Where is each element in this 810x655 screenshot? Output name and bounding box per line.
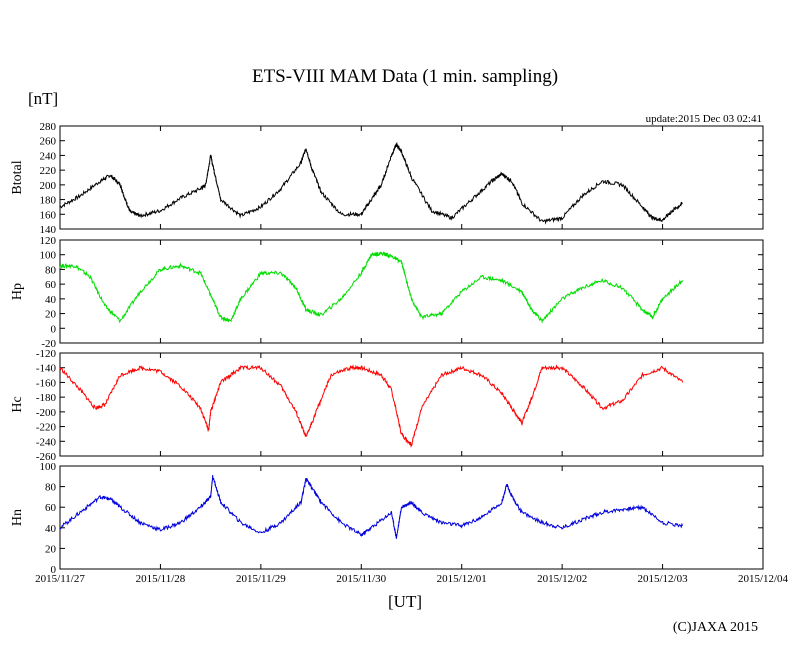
x-tick-label: 2015/11/27: [35, 573, 85, 585]
x-tick-label: 2015/12/03: [638, 573, 689, 585]
y-tick-label: -200: [36, 407, 57, 419]
y-tick-label: 100: [40, 461, 57, 473]
y-tick-label: 0: [51, 564, 57, 576]
y-tick-label: 20: [45, 543, 57, 555]
y-tick-label: 0: [51, 323, 57, 335]
x-tick-label: 2015/11/30: [336, 573, 386, 585]
y-tick-label: 40: [45, 294, 57, 306]
y-tick-label: -160: [36, 377, 57, 389]
y-tick-label: 180: [40, 195, 57, 207]
y-tick-label: 40: [45, 523, 57, 535]
x-tick-label: 2015/12/04: [738, 573, 789, 585]
y-tick-label: 160: [40, 209, 57, 221]
panel-label-hc: Hc: [10, 396, 25, 412]
series-line-hp: [59, 251, 684, 324]
y-tick-label: 100: [40, 250, 57, 262]
y-tick-label: 20: [45, 309, 57, 321]
series-line-hn: [59, 474, 684, 539]
x-tick-label: 2015/11/28: [136, 573, 186, 585]
copyright-text: (C)JAXA 2015: [672, 620, 758, 635]
panel-frame-hc: [59, 352, 764, 457]
y-tick-label: -260: [36, 451, 57, 463]
x-tick-label: 2015/11/29: [236, 573, 286, 585]
series-line-btotal: [59, 141, 683, 225]
y-tick-label: 260: [40, 136, 57, 148]
panel-label-hp: Hp: [10, 283, 25, 300]
y-tick-label: -120: [36, 348, 57, 360]
update-timestamp: update:2015 Dec 03 02:41: [645, 113, 762, 125]
series-line-hc: [59, 364, 684, 448]
x-tick-label: 2015/12/01: [437, 573, 487, 585]
panel-frame-btotal: [59, 125, 764, 230]
panel-frame-hn: [59, 465, 764, 570]
y-tick-label: 80: [45, 482, 57, 494]
y-tick-label: 220: [40, 165, 57, 177]
y-tick-label: 120: [40, 235, 57, 247]
y-tick-label: -20: [41, 338, 56, 350]
chart-title: ETS-VIII MAM Data (1 min. sampling): [251, 66, 559, 87]
panel-label-btotal: Btotal: [10, 160, 25, 194]
x-axis-label: [UT]: [388, 592, 422, 611]
y-tick-label: -180: [36, 392, 57, 404]
panel-label-hn: Hn: [10, 509, 25, 526]
x-tick-label: 2015/12/02: [537, 573, 587, 585]
y-tick-label: -220: [36, 422, 57, 434]
y-tick-label: 140: [40, 224, 57, 236]
y-tick-label: 200: [40, 180, 57, 192]
y-tick-label: -240: [36, 436, 57, 448]
y-tick-label: 60: [45, 279, 57, 291]
y-tick-label: 80: [45, 264, 57, 276]
y-tick-label: 280: [40, 121, 57, 133]
y-tick-label: 240: [40, 150, 57, 162]
panel-frame-hp: [59, 239, 764, 344]
unit-label: [nT]: [28, 89, 59, 108]
y-tick-label: -140: [36, 363, 57, 375]
y-tick-label: 60: [45, 502, 57, 514]
